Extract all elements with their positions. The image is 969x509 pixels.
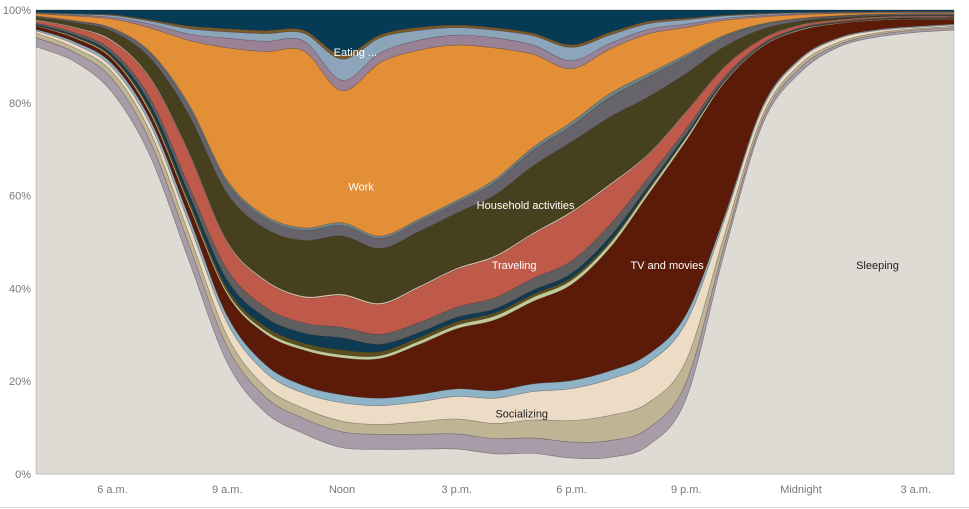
series-label-household-activities: Household activities (477, 200, 575, 212)
x-tick-label: Noon (329, 484, 355, 496)
area-eating (35, 9, 955, 56)
y-tick-label: 40% (9, 283, 31, 295)
y-tick-label: 60% (9, 191, 31, 203)
x-tick-label: 3 a.m. (900, 484, 931, 496)
area-category-9 (35, 17, 955, 353)
area-category-14 (35, 13, 955, 249)
area-category-15 (35, 13, 955, 239)
y-tick-label: 80% (9, 98, 31, 110)
x-tick-label: 3 p.m. (441, 484, 472, 496)
area-traveling (35, 16, 955, 335)
y-tick-label: 0% (15, 469, 31, 481)
y-axis-ticks: 0% 20% 40% 60% 80% 100% (3, 5, 31, 481)
x-tick-label: 6 a.m. (97, 484, 128, 496)
x-tick-label: Midnight (780, 484, 822, 496)
y-tick-label: 100% (3, 5, 31, 17)
y-tick-label: 20% (9, 376, 31, 388)
x-tick-label: 9 p.m. (671, 484, 702, 496)
x-tick-label: 6 p.m. (556, 484, 587, 496)
series-label-eating: Eating ... (334, 47, 377, 59)
area-household-activities (35, 14, 955, 304)
area-layers (35, 9, 955, 475)
series-labels: Sleeping Socializing TV and movies Travelin… (334, 47, 899, 421)
series-label-traveling: Traveling (492, 260, 537, 272)
x-tick-label: 9 a.m. (212, 484, 243, 496)
x-axis-ticks: 6 a.m. 9 a.m. Noon 3 p.m. 6 p.m. 9 p.m. Midnig… (97, 484, 931, 496)
series-label-socializing: Socializing (495, 409, 548, 421)
series-label-tv-and-movies: TV and movies (630, 260, 704, 272)
area-category-10 (35, 17, 955, 345)
series-label-sleeping: Sleeping (856, 260, 899, 272)
area-category-12 (35, 15, 955, 305)
series-label-work: Work (348, 181, 374, 193)
